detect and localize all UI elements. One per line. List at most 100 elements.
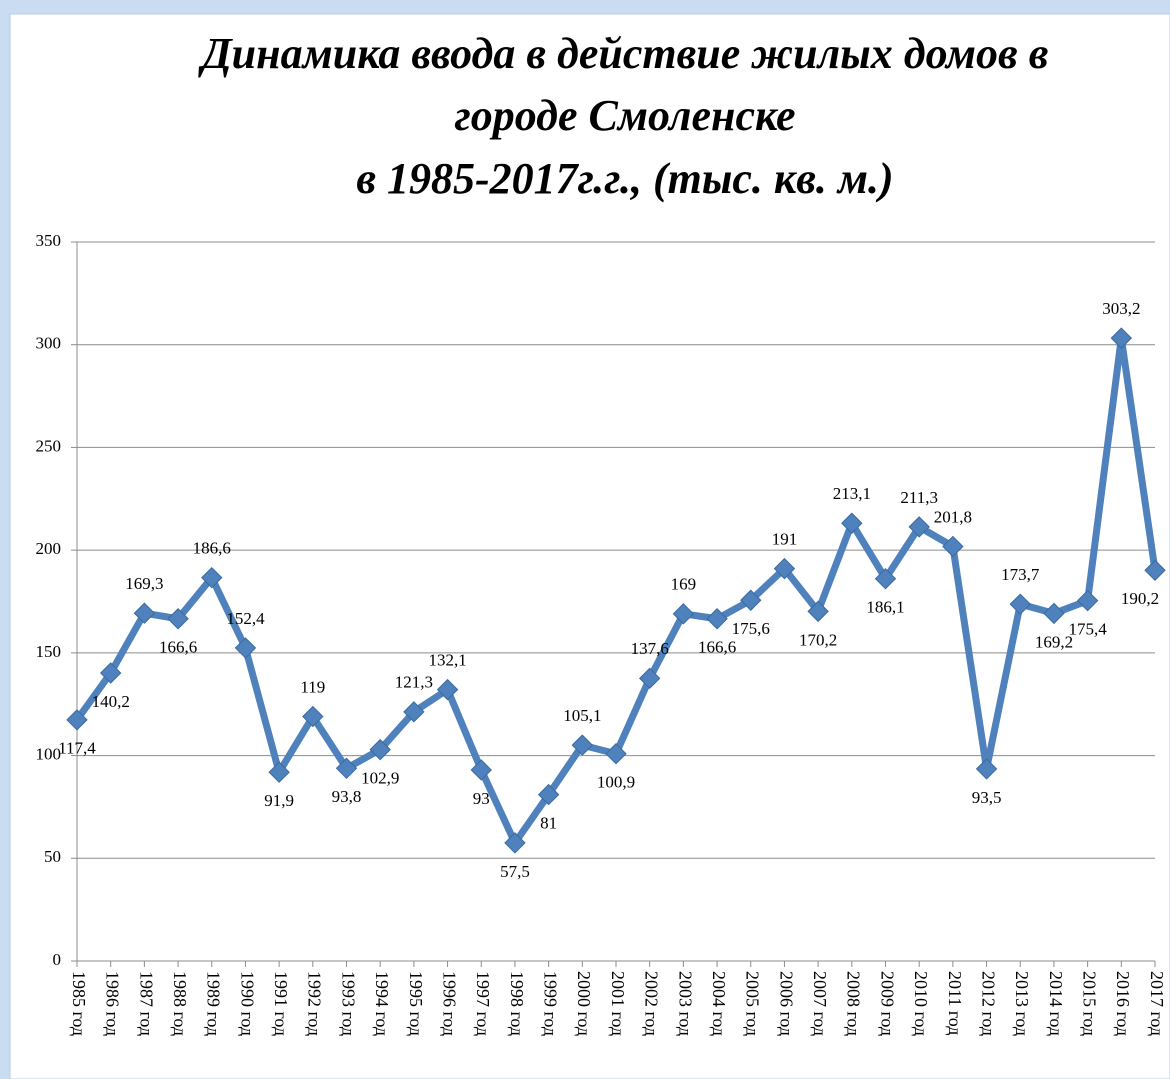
x-tick-label: 2005 год bbox=[743, 971, 763, 1036]
marker bbox=[1144, 559, 1166, 581]
data-label: 100,9 bbox=[597, 773, 635, 792]
marker bbox=[975, 758, 998, 780]
marker bbox=[302, 705, 324, 728]
data-label: 152,4 bbox=[226, 609, 265, 628]
x-tick-label: 1996 год bbox=[439, 971, 459, 1036]
data-label: 166,6 bbox=[159, 638, 197, 657]
data-label: 81 bbox=[540, 814, 557, 833]
data-label: 93,8 bbox=[332, 787, 362, 806]
marker bbox=[874, 567, 897, 590]
data-label: 119 bbox=[300, 677, 325, 696]
x-tick-label: 1999 год bbox=[541, 971, 561, 1036]
x-tick-label: 1995 год bbox=[406, 971, 426, 1036]
chart-title: городе Смоленске bbox=[455, 91, 796, 140]
data-label: 303,2 bbox=[1102, 299, 1140, 318]
x-tick-label: 1991 год bbox=[271, 971, 291, 1036]
x-tick-label: 1993 год bbox=[338, 971, 358, 1036]
x-tick-label: 2006 год bbox=[776, 971, 796, 1036]
x-tick-label: 2001 год bbox=[608, 971, 628, 1036]
marker bbox=[436, 678, 459, 701]
marker bbox=[167, 608, 189, 630]
y-tick-label: 300 bbox=[36, 334, 62, 353]
data-label: 132,1 bbox=[428, 651, 466, 670]
chart-title: в 1985-2017г.г., (тыс. кв. м.) bbox=[356, 154, 893, 203]
x-tick-label: 2002 год bbox=[642, 971, 662, 1036]
marker bbox=[537, 783, 560, 806]
x-tick-label: 1989 год bbox=[204, 971, 224, 1036]
x-tick-label: 1994 год bbox=[372, 971, 392, 1036]
marker bbox=[740, 589, 762, 611]
marker bbox=[908, 516, 930, 538]
x-tick-label: 1998 год bbox=[507, 971, 527, 1036]
x-tick-label: 1997 год bbox=[473, 971, 493, 1036]
data-label: 137,6 bbox=[631, 639, 669, 658]
data-label: 190,2 bbox=[1121, 589, 1159, 608]
x-tick-label: 2016 год bbox=[1113, 971, 1133, 1036]
y-tick-label: 150 bbox=[36, 642, 62, 661]
data-label: 186,6 bbox=[193, 539, 231, 558]
y-tick-label: 350 bbox=[36, 231, 62, 250]
data-label: 102,9 bbox=[361, 769, 399, 788]
data-label: 169,2 bbox=[1035, 632, 1073, 651]
data-label: 191 bbox=[772, 530, 798, 549]
marker bbox=[133, 602, 156, 624]
data-label: 57,5 bbox=[500, 862, 530, 881]
y-tick-label: 200 bbox=[36, 539, 62, 558]
marker bbox=[706, 608, 728, 630]
marker bbox=[672, 603, 695, 625]
marker bbox=[66, 709, 88, 731]
chart-area bbox=[9, 13, 1170, 1079]
data-label: 169,3 bbox=[125, 574, 163, 593]
data-label: 105,1 bbox=[563, 706, 601, 725]
data-label: 169 bbox=[671, 575, 697, 594]
data-label: 140,2 bbox=[92, 692, 130, 711]
data-label: 201,8 bbox=[934, 507, 972, 526]
data-label: 117,4 bbox=[58, 739, 96, 758]
x-tick-label: 2013 год bbox=[1012, 971, 1032, 1036]
x-tick-label: 2010 год bbox=[911, 971, 931, 1036]
marker bbox=[773, 557, 796, 580]
data-label: 211,3 bbox=[900, 488, 938, 507]
data-label: 170,2 bbox=[799, 630, 837, 649]
marker bbox=[99, 662, 122, 684]
marker bbox=[504, 832, 526, 854]
x-tick-label: 2009 год bbox=[877, 971, 897, 1036]
data-label: 93,5 bbox=[972, 788, 1002, 807]
x-tick-label: 1986 год bbox=[103, 971, 123, 1036]
marker bbox=[807, 600, 829, 623]
x-tick-label: 1985 год bbox=[69, 971, 89, 1036]
marker bbox=[1076, 589, 1099, 612]
x-tick-label: 1992 год bbox=[305, 971, 325, 1036]
marker bbox=[1110, 327, 1133, 349]
y-tick-label: 50 bbox=[44, 847, 61, 866]
x-tick-label: 2012 год bbox=[978, 971, 998, 1036]
data-label: 213,1 bbox=[833, 484, 871, 503]
marker bbox=[201, 566, 223, 589]
marker bbox=[369, 738, 391, 761]
x-tick-label: 1987 год bbox=[136, 971, 156, 1036]
data-label: 175,6 bbox=[732, 619, 770, 638]
x-tick-label: 2014 год bbox=[1046, 971, 1066, 1036]
data-label: 166,6 bbox=[698, 638, 736, 657]
x-tick-label: 2008 год bbox=[844, 971, 864, 1036]
data-label: 186,1 bbox=[866, 598, 904, 617]
x-tick-label: 2003 год bbox=[675, 971, 695, 1036]
marker bbox=[470, 759, 492, 781]
chart-title: Динамика ввода в действие жилых домов в bbox=[198, 29, 1049, 78]
marker bbox=[571, 734, 594, 756]
marker bbox=[403, 701, 425, 723]
x-tick-label: 2017 год bbox=[1147, 971, 1167, 1036]
data-label: 93 bbox=[473, 789, 490, 808]
data-label: 173,7 bbox=[1001, 565, 1040, 584]
y-tick-label: 100 bbox=[36, 744, 62, 763]
marker bbox=[605, 743, 627, 765]
x-tick-label: 2015 год bbox=[1080, 971, 1100, 1036]
marker bbox=[1043, 602, 1065, 625]
marker bbox=[335, 757, 358, 780]
marker bbox=[841, 512, 863, 534]
data-label: 91,9 bbox=[264, 791, 294, 810]
marker bbox=[1009, 593, 1031, 615]
marker bbox=[638, 667, 661, 690]
